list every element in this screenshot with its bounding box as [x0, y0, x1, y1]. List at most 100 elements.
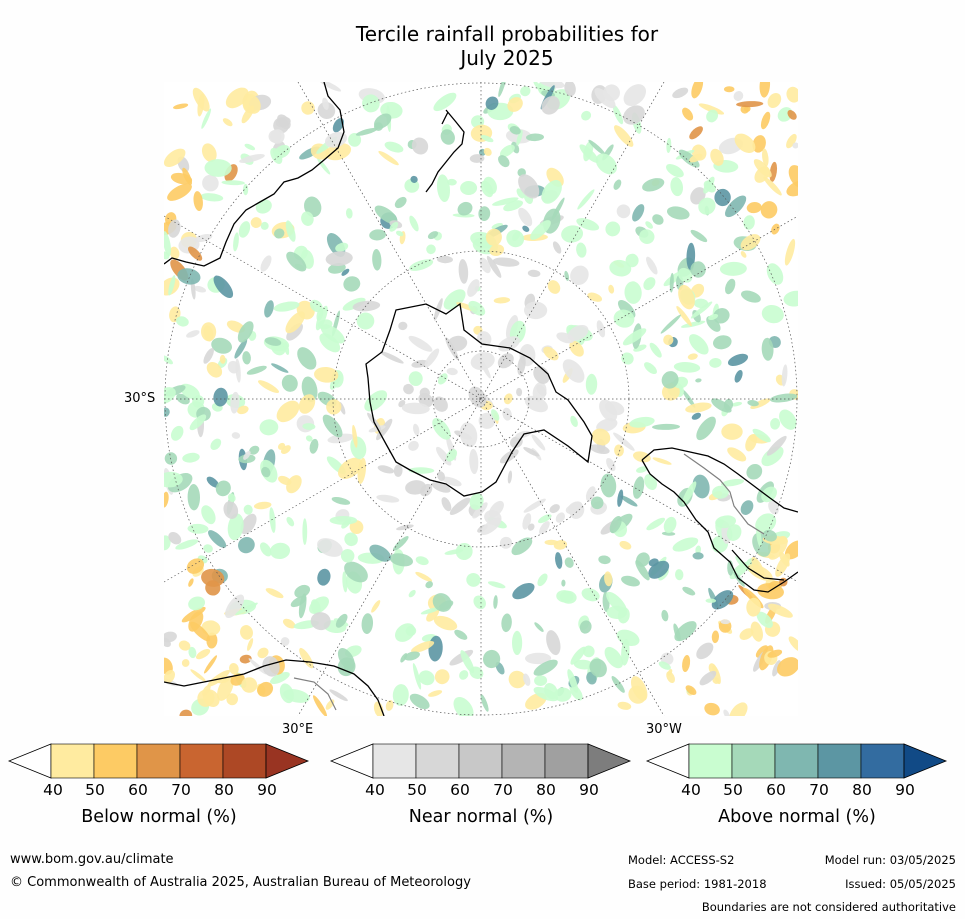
rainfall-probability-map	[164, 82, 798, 716]
probability-patch	[720, 619, 731, 625]
south-america-coastline	[641, 447, 798, 593]
near-normal-colorbar-swatches	[329, 743, 632, 779]
below-normal-tick: 60	[128, 781, 148, 799]
probability-patch	[348, 133, 362, 147]
probability-patch	[498, 155, 510, 168]
probability-patch	[596, 320, 606, 338]
probability-patch	[202, 174, 219, 192]
probability-patch	[415, 556, 429, 566]
probability-patch	[516, 129, 523, 146]
probability-patch	[523, 446, 540, 457]
probability-patch	[617, 701, 632, 710]
probability-patch	[394, 623, 416, 642]
probability-patch	[164, 407, 170, 417]
below-normal-colorbar-swatches	[7, 743, 310, 779]
probability-patch	[479, 357, 491, 379]
probability-patch	[579, 620, 592, 634]
probability-patch	[176, 316, 189, 327]
probability-patch	[695, 545, 702, 555]
probability-patch	[561, 579, 566, 587]
probability-patch	[606, 457, 616, 472]
probability-patch	[652, 214, 664, 225]
above-normal-colorbar-swatches	[645, 743, 948, 779]
probability-patch	[555, 512, 566, 523]
probability-patch	[373, 701, 384, 716]
probability-patch	[549, 504, 560, 514]
probability-patch	[378, 150, 399, 166]
probability-patch	[666, 671, 675, 684]
probability-patch	[164, 631, 177, 643]
probability-patch	[164, 387, 176, 405]
probability-patch	[437, 373, 448, 385]
probability-patch	[660, 314, 681, 334]
probability-patch	[676, 306, 692, 327]
probability-patch	[186, 558, 205, 574]
probability-patch	[235, 602, 258, 616]
probability-patch	[510, 436, 523, 448]
probability-patch	[546, 630, 561, 656]
probability-patch	[329, 373, 341, 390]
probability-patch	[767, 92, 782, 109]
probability-patch	[576, 242, 587, 258]
probability-patch	[553, 540, 568, 550]
probability-patch	[190, 621, 211, 642]
probability-patch	[372, 249, 382, 271]
probability-patch	[639, 229, 655, 244]
probability-patch	[466, 572, 481, 587]
probability-patch	[446, 449, 458, 462]
probability-patch	[433, 396, 448, 412]
colorbar-swatch	[136, 743, 181, 779]
probability-patch	[392, 684, 409, 706]
probability-patch	[243, 504, 253, 515]
probability-patch	[408, 589, 416, 598]
below-normal-tick: 50	[85, 781, 105, 799]
above-normal-tick: 90	[895, 781, 915, 799]
probability-patch	[253, 501, 272, 510]
colorbar-low-extend	[645, 743, 690, 779]
probability-patch	[203, 348, 214, 364]
probability-patch	[239, 154, 265, 163]
probability-patch	[201, 108, 212, 129]
probability-patch	[377, 465, 395, 474]
colorbar-swatch	[501, 743, 546, 779]
probability-patch	[689, 153, 703, 163]
below-normal-colorbar	[7, 742, 310, 782]
probability-patch	[585, 486, 596, 502]
probability-patch	[325, 251, 353, 266]
probability-patch	[239, 654, 252, 664]
probability-patch	[767, 649, 783, 658]
probability-patch	[570, 646, 586, 665]
probability-patch	[200, 193, 224, 202]
probability-patch	[425, 581, 433, 589]
probability-patch	[616, 629, 640, 646]
probability-patch	[302, 423, 316, 430]
probability-patch	[564, 82, 576, 97]
probability-patch	[632, 451, 651, 463]
probability-patch	[534, 622, 544, 632]
probability-patch	[189, 414, 207, 431]
probability-patch	[341, 268, 350, 276]
probability-patch	[766, 435, 787, 456]
probability-patch	[426, 244, 436, 255]
below-normal-title: Below normal (%)	[81, 807, 237, 827]
probability-patch	[523, 673, 531, 686]
probability-patch	[395, 230, 404, 237]
probability-patch	[596, 418, 618, 432]
probability-patch	[164, 535, 171, 551]
probability-patch	[517, 355, 526, 376]
probability-patch	[369, 229, 386, 241]
probability-patch	[281, 374, 298, 392]
probability-patch	[492, 197, 519, 206]
probability-patch	[431, 482, 451, 493]
probability-patch	[613, 179, 622, 190]
probability-patch	[598, 555, 611, 565]
probability-patch	[725, 278, 736, 295]
website-link[interactable]: www.bom.gov.au/climate	[10, 852, 174, 867]
probability-patch	[342, 297, 366, 311]
probability-patch	[501, 613, 512, 633]
near-normal-tick: 50	[407, 781, 427, 799]
probability-patch	[766, 263, 784, 285]
probability-patch	[472, 502, 488, 519]
near-normal-colorbar	[329, 742, 632, 782]
probability-patch	[588, 139, 606, 156]
